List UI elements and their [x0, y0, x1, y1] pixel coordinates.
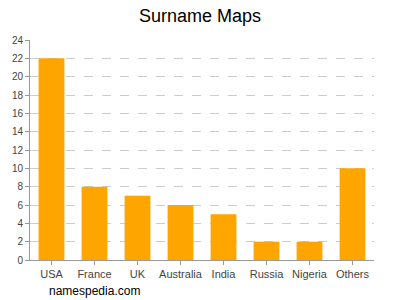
svg-text:24: 24 [12, 35, 24, 46]
svg-text:USA: USA [40, 268, 63, 280]
svg-text:12: 12 [12, 145, 24, 156]
svg-text:14: 14 [12, 126, 24, 137]
svg-text:2: 2 [17, 236, 23, 247]
svg-text:10: 10 [12, 163, 24, 174]
svg-text:8: 8 [17, 181, 23, 192]
svg-text:Australia: Australia [159, 268, 203, 280]
svg-text:6: 6 [17, 200, 23, 211]
svg-text:France: France [77, 268, 111, 280]
svg-text:0: 0 [17, 255, 23, 266]
svg-text:18: 18 [12, 90, 24, 101]
svg-text:20: 20 [12, 71, 24, 82]
svg-text:India: India [212, 268, 237, 280]
svg-text:16: 16 [12, 108, 24, 119]
svg-text:Russia: Russia [250, 268, 285, 280]
svg-text:Others: Others [336, 268, 370, 280]
svg-text:Surname Maps: Surname Maps [139, 6, 261, 26]
svg-text:namespedia.com: namespedia.com [49, 284, 140, 298]
svg-text:Nigeria: Nigeria [292, 268, 328, 280]
svg-text:22: 22 [12, 53, 24, 64]
svg-text:4: 4 [17, 218, 23, 229]
svg-text:UK: UK [130, 268, 146, 280]
